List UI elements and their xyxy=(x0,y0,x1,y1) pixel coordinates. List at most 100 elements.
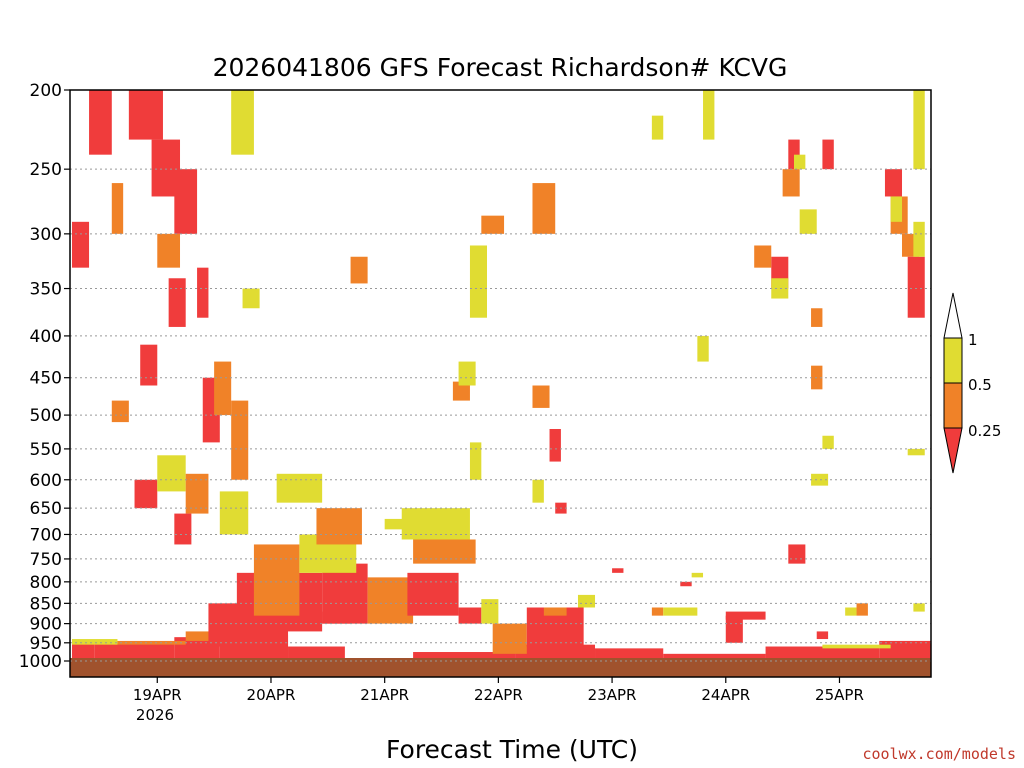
heatmap-cell xyxy=(458,607,482,624)
heatmap-cell xyxy=(691,572,704,578)
heatmap-cell xyxy=(532,479,544,503)
heatmap-cell xyxy=(680,581,692,587)
heatmap-cell xyxy=(253,544,300,616)
legend-label: 0.25 xyxy=(968,422,1001,440)
x-tick-label: 23APR xyxy=(588,686,637,704)
y-tick-label: 950 xyxy=(30,634,62,654)
heatmap-cell xyxy=(458,361,476,386)
heatmap-cell xyxy=(242,288,260,309)
heatmap-cell xyxy=(174,513,192,545)
y-tick-label: 250 xyxy=(30,160,62,180)
heatmap-cell xyxy=(856,603,868,616)
y-tick-label: 300 xyxy=(30,225,62,245)
heatmap-cell xyxy=(413,652,516,661)
y-tick-label: 400 xyxy=(30,327,62,347)
heatmap-cell xyxy=(725,615,743,643)
heatmap-cell xyxy=(822,139,834,170)
heatmap-cell xyxy=(288,646,345,661)
x-axis-label: Forecast Time (UTC) xyxy=(386,735,638,764)
x-tick-label: 22APR xyxy=(474,686,523,704)
heatmap-cell xyxy=(703,90,715,140)
heatmap-cell xyxy=(913,221,925,257)
heatmap-cell xyxy=(663,653,766,661)
x-tick-label: 24APR xyxy=(701,686,750,704)
heatmap-cell xyxy=(452,381,470,401)
heatmap-cell xyxy=(890,196,903,222)
heatmap-cell xyxy=(697,335,709,362)
heatmap-cell xyxy=(157,455,186,492)
heatmap-cell xyxy=(515,644,596,661)
y-tick-label: 450 xyxy=(30,369,62,389)
y-tick-label: 900 xyxy=(30,615,62,635)
ground-layer xyxy=(70,658,931,677)
heatmap-cell xyxy=(793,154,806,170)
heatmap-cell xyxy=(845,607,857,616)
heatmap-cell xyxy=(612,568,624,573)
heatmap-cell xyxy=(276,473,323,503)
heatmap-cell xyxy=(782,169,800,197)
heatmap-cell xyxy=(532,183,556,234)
heatmap-cell xyxy=(384,518,414,530)
heatmap-cell xyxy=(185,473,209,514)
heatmap-cell xyxy=(765,646,880,661)
heatmap-cell xyxy=(771,278,789,299)
heatmap-cell xyxy=(219,491,249,535)
heatmap-cell xyxy=(907,448,925,456)
y-tick-label: 1000 xyxy=(19,652,62,672)
heatmap-cell xyxy=(822,435,834,449)
heatmap-cell xyxy=(407,572,459,616)
heatmap-cell xyxy=(907,256,925,318)
plot-frame xyxy=(69,89,932,678)
heatmap-cell xyxy=(725,611,766,620)
ground-fill xyxy=(70,658,931,677)
gridlines xyxy=(70,168,931,662)
x-axis-ticks: 19APR 20APR 21APR 22APR 23APR 24APR 25APR xyxy=(133,677,864,704)
heatmap-cell xyxy=(350,256,368,284)
y-tick-label: 200 xyxy=(30,81,62,101)
heatmap-cell xyxy=(316,508,362,545)
heatmap-cell xyxy=(913,603,925,612)
legend-arrow-up xyxy=(943,292,963,339)
legend-swatch xyxy=(943,382,963,429)
heatmap-cell xyxy=(577,594,596,608)
heatmap-cells xyxy=(72,90,931,661)
heatmap-cell xyxy=(231,400,249,480)
heatmap-cell xyxy=(816,631,829,640)
heatmap-cell xyxy=(157,233,181,268)
heatmap-cell xyxy=(72,639,118,645)
y-tick-label: 500 xyxy=(30,406,62,426)
heatmap-cell xyxy=(884,169,903,197)
heatmap-cell xyxy=(72,221,90,268)
heatmap-cell xyxy=(651,607,664,616)
legend-swatch xyxy=(943,337,963,384)
heatmap-cell xyxy=(94,642,175,661)
heatmap-cell xyxy=(322,611,351,624)
heatmap-cell xyxy=(811,308,823,327)
y-tick-label: 650 xyxy=(30,499,62,519)
legend-arrow-down xyxy=(943,427,963,474)
heatmap-cell xyxy=(811,473,829,486)
heatmap-cell xyxy=(469,442,482,480)
heatmap-cell xyxy=(549,428,561,462)
heatmap-cell xyxy=(788,544,806,564)
heatmap-cell xyxy=(651,115,664,140)
legend-label: 1 xyxy=(968,331,978,349)
heatmap-cell xyxy=(663,607,698,616)
heatmap-cell xyxy=(754,245,772,268)
heatmap-cell xyxy=(413,539,476,564)
heatmap-cell xyxy=(913,90,925,170)
heatmap-cell xyxy=(89,90,112,155)
heatmap-cell xyxy=(469,245,488,318)
heatmap-cell xyxy=(128,90,163,140)
y-tick-label: 550 xyxy=(30,440,62,460)
heatmap-cell xyxy=(543,607,567,616)
heatmap-cell xyxy=(788,139,800,170)
x-tick-label: 19APR xyxy=(133,686,182,704)
y-tick-label: 700 xyxy=(30,525,62,545)
heatmap-cell xyxy=(595,648,664,661)
heatmap-cell xyxy=(231,90,254,155)
x-year-label: 2026 xyxy=(136,706,174,724)
heatmap-cell xyxy=(168,278,186,327)
heatmap-cell xyxy=(111,183,124,234)
heatmap-cell xyxy=(151,139,181,197)
